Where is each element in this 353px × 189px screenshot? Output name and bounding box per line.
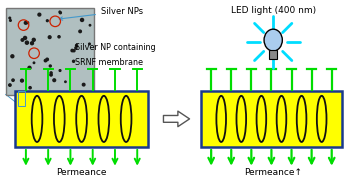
Ellipse shape	[33, 62, 35, 64]
Ellipse shape	[80, 19, 84, 22]
Text: SRNF membrane: SRNF membrane	[74, 58, 143, 67]
Ellipse shape	[53, 79, 56, 82]
Ellipse shape	[76, 45, 78, 47]
Ellipse shape	[50, 72, 52, 74]
Ellipse shape	[32, 38, 35, 41]
Ellipse shape	[11, 55, 14, 58]
Ellipse shape	[46, 20, 48, 22]
Ellipse shape	[30, 42, 34, 45]
Text: Silver NPs: Silver NPs	[59, 7, 143, 20]
Text: Silver NP containing: Silver NP containing	[74, 43, 155, 52]
Bar	[15, 91, 148, 147]
Ellipse shape	[59, 12, 61, 14]
Ellipse shape	[59, 70, 61, 71]
Ellipse shape	[75, 47, 77, 49]
Ellipse shape	[71, 49, 73, 52]
Ellipse shape	[9, 84, 11, 86]
Ellipse shape	[21, 39, 24, 41]
Ellipse shape	[10, 20, 11, 21]
Ellipse shape	[44, 60, 47, 62]
Text: Permeance: Permeance	[56, 168, 107, 177]
Ellipse shape	[58, 36, 60, 38]
Bar	[18, 91, 25, 106]
Ellipse shape	[38, 13, 41, 16]
Ellipse shape	[29, 87, 31, 89]
Ellipse shape	[65, 81, 66, 82]
Ellipse shape	[48, 36, 51, 39]
Text: LED light (400 nm): LED light (400 nm)	[231, 6, 316, 15]
Ellipse shape	[89, 25, 91, 26]
Ellipse shape	[20, 79, 23, 82]
Ellipse shape	[73, 60, 74, 62]
Ellipse shape	[50, 74, 52, 76]
Ellipse shape	[27, 22, 29, 24]
Ellipse shape	[73, 50, 75, 52]
Ellipse shape	[79, 30, 82, 33]
Bar	[269, 50, 277, 59]
Ellipse shape	[264, 29, 282, 51]
Ellipse shape	[46, 58, 48, 61]
Bar	[6, 8, 94, 94]
Ellipse shape	[49, 65, 51, 67]
Bar	[201, 91, 342, 147]
Ellipse shape	[24, 22, 27, 24]
Ellipse shape	[82, 83, 85, 86]
Text: Permeance↑: Permeance↑	[244, 168, 302, 177]
Ellipse shape	[9, 17, 11, 19]
Ellipse shape	[28, 66, 31, 69]
Ellipse shape	[24, 36, 26, 40]
Ellipse shape	[89, 43, 90, 45]
Ellipse shape	[25, 41, 29, 44]
Ellipse shape	[12, 79, 14, 81]
Ellipse shape	[59, 11, 60, 12]
